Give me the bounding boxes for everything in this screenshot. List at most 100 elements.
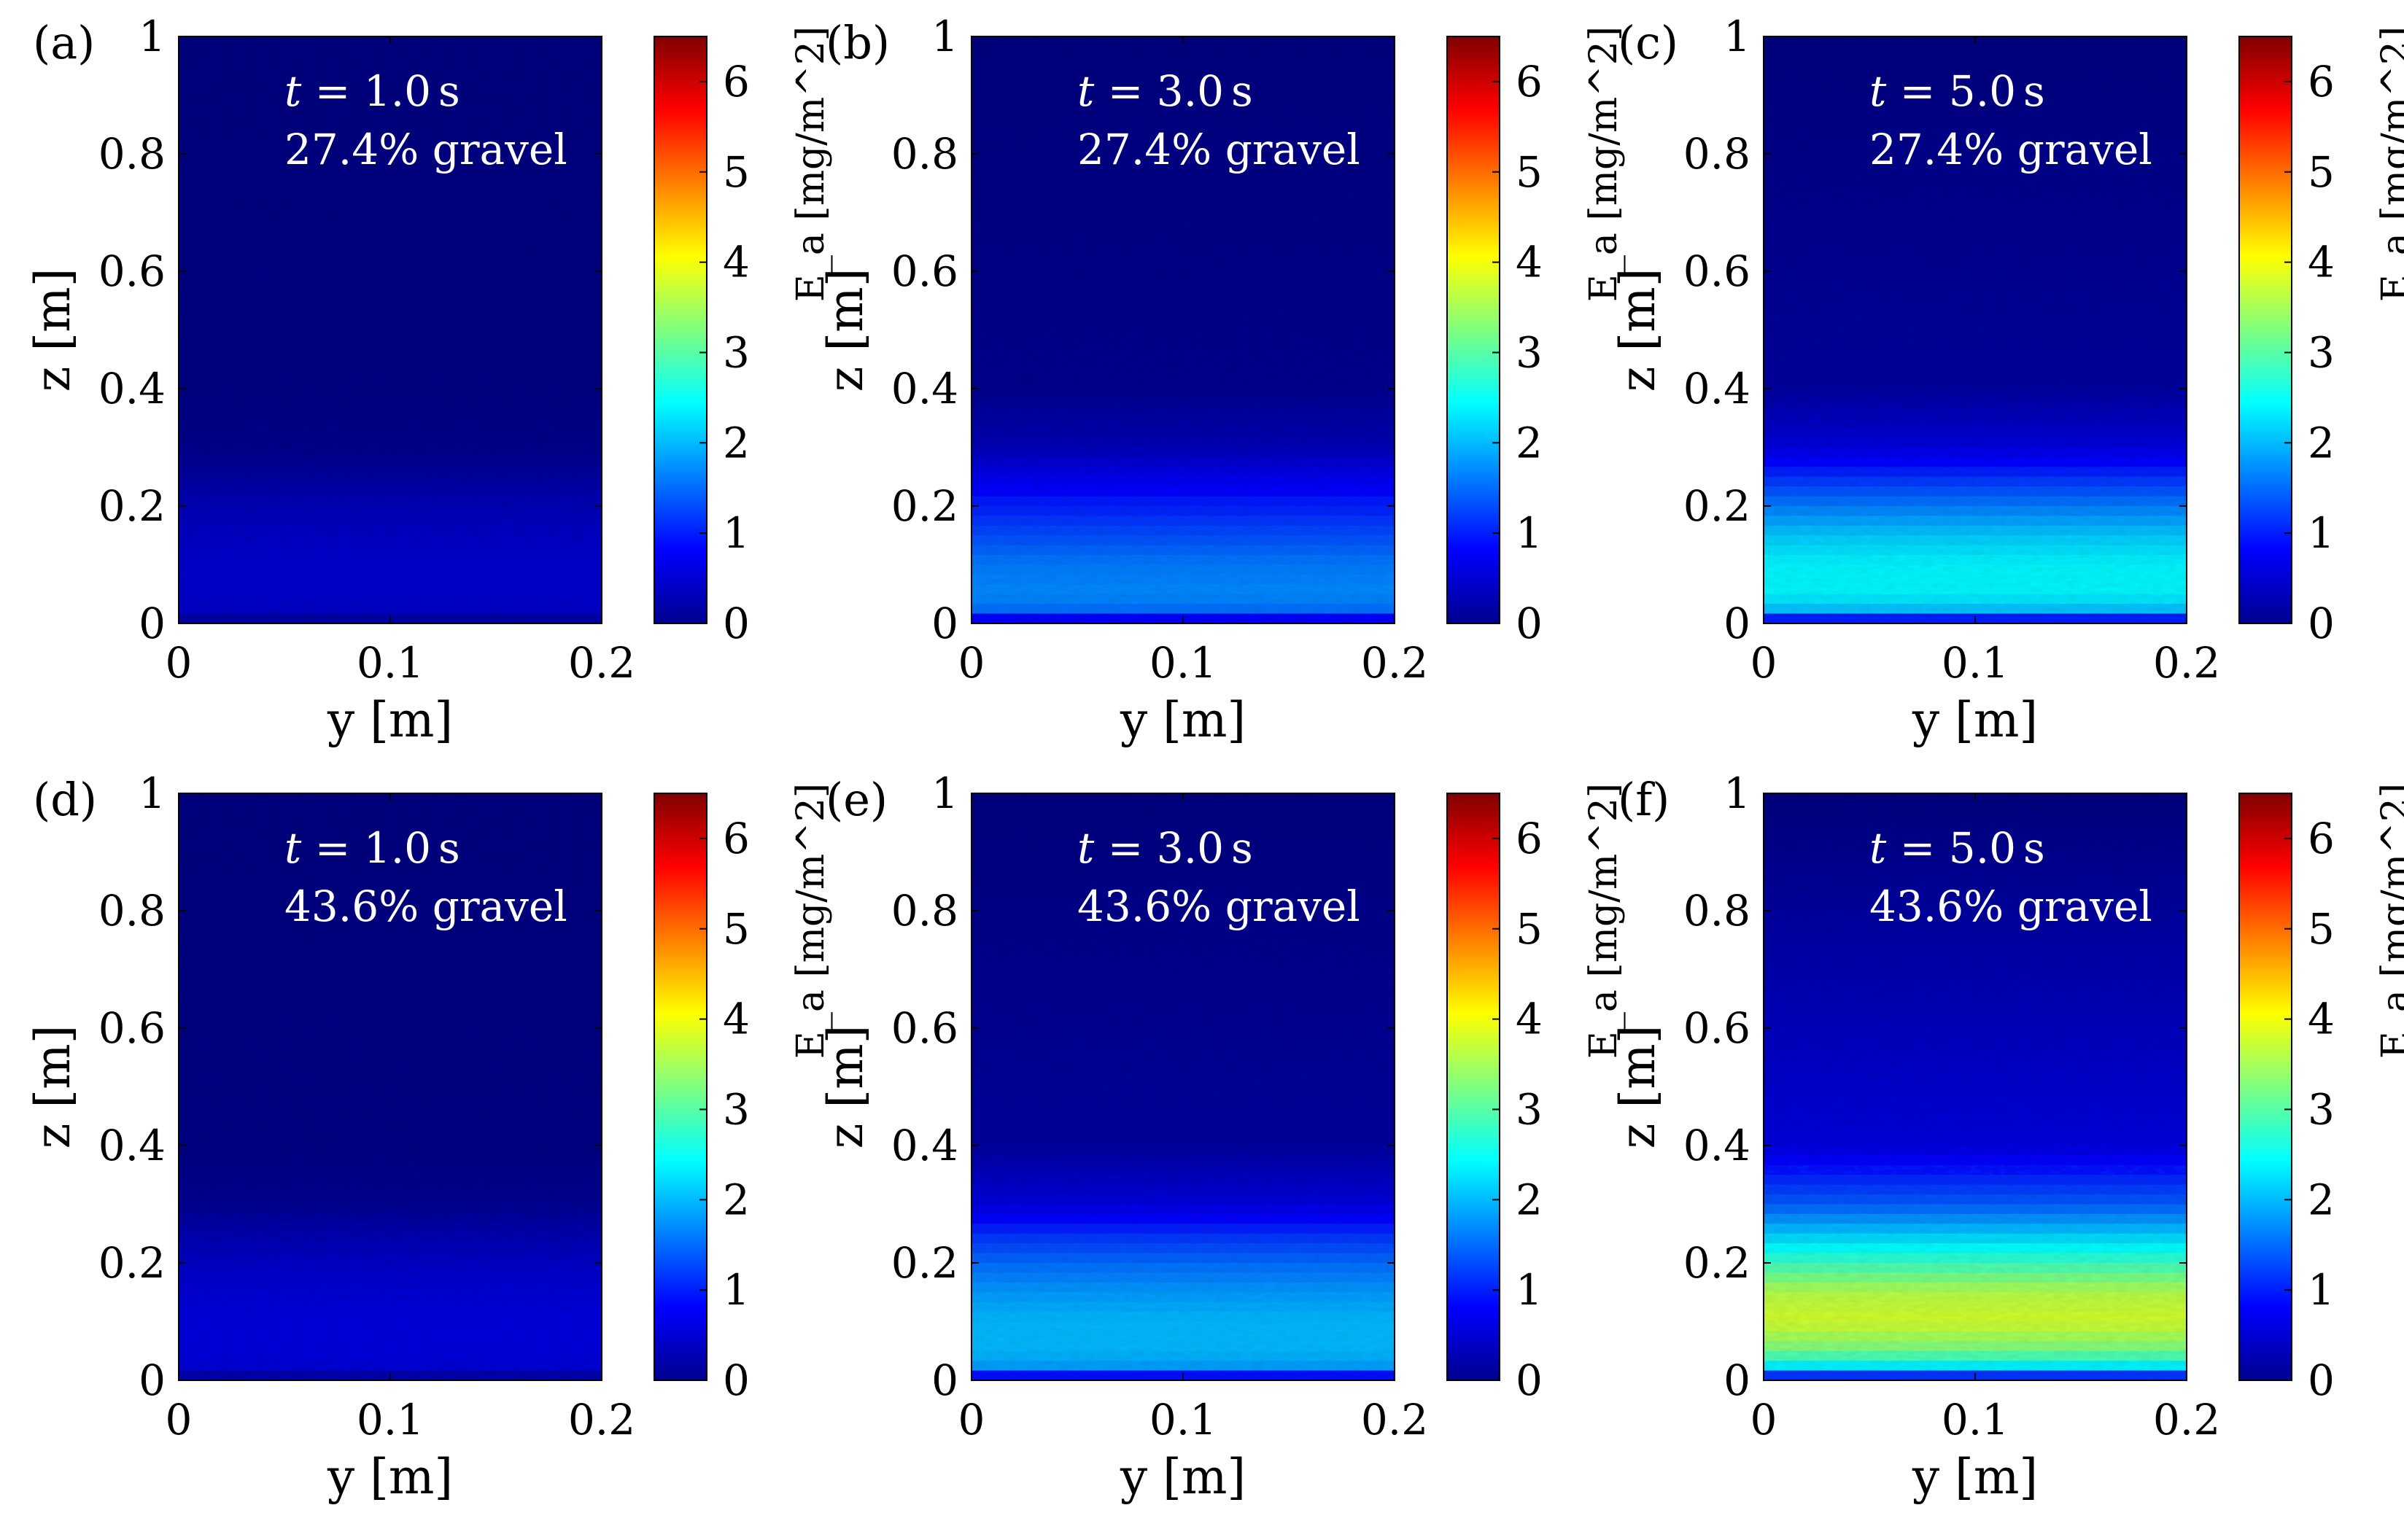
x-axis-label: y [m] [327, 1449, 453, 1505]
colorbar-label: E_a [mg/m^2] [1582, 783, 1626, 1059]
y-tick-label: 0 [139, 599, 166, 648]
heatmap-strip [972, 1175, 1395, 1186]
heatmap-strip [179, 339, 602, 351]
heatmap-strip [1764, 203, 2187, 214]
heatmap-strip [972, 378, 1395, 389]
panel-label: (e) [826, 773, 888, 826]
y-tick-label: 0.8 [98, 129, 166, 179]
heatmap-strip [179, 114, 602, 125]
colorbar-tick-label: 2 [723, 1175, 750, 1224]
panel-label: (c) [1618, 16, 1678, 69]
heatmap-strip [1764, 564, 2187, 575]
heatmap-strip [972, 1350, 1395, 1361]
heatmap-strip [1764, 427, 2187, 438]
y-tick-label: 0.6 [1683, 246, 1750, 296]
heatmap-strip [972, 339, 1395, 351]
heatmap-strip [1764, 232, 2187, 243]
colorbar-tick-label: 4 [723, 995, 750, 1044]
heatmap-strip [972, 134, 1395, 145]
heatmap-strip [1764, 290, 2187, 302]
colorbar-tick-label: 0 [2308, 1356, 2335, 1405]
heatmap-strip [972, 1213, 1395, 1225]
heatmap-strip [972, 1253, 1395, 1264]
heatmap-strip [972, 95, 1395, 106]
colorbar [654, 36, 707, 624]
time-annotation: t = 1.0 s [284, 823, 460, 873]
y-tick-label: 0.4 [1683, 364, 1750, 413]
heatmap-strip [179, 241, 602, 252]
heatmap-strip [972, 1057, 1395, 1068]
x-tick-label: 0.1 [357, 1395, 424, 1444]
x-tick-label: 0.2 [568, 1395, 635, 1444]
heatmap-strip [179, 85, 602, 96]
heatmap-strip [1764, 369, 2187, 380]
x-tick-label: 0.1 [1149, 1395, 1217, 1444]
heatmap-strip [972, 1126, 1395, 1137]
colorbar [654, 793, 707, 1381]
time-annotation: t = 1.0 s [284, 66, 460, 116]
heatmap-strip [179, 486, 602, 497]
y-tick-label: 0 [931, 1356, 958, 1405]
colorbar-tick-label: 1 [2308, 508, 2335, 558]
heatmap-strip [179, 124, 602, 135]
heatmap-strip [1764, 506, 2187, 517]
time-symbol: t [284, 823, 302, 873]
heatmap-strip [1764, 183, 2187, 194]
heatmap-strip [1764, 359, 2187, 370]
colorbar [2238, 793, 2292, 1381]
heatmap-strip [972, 1116, 1395, 1127]
colorbar-tick-label: 2 [2308, 1175, 2335, 1224]
colorbar [2238, 36, 2292, 624]
heatmap-strip [1764, 496, 2187, 507]
heatmap-strip [972, 871, 1395, 882]
heatmap-strip [972, 144, 1395, 155]
heatmap-strip [1764, 930, 2187, 941]
heatmap-strip [1764, 1038, 2187, 1049]
panel-label: (f) [1618, 773, 1670, 826]
heatmap-strip [179, 930, 602, 941]
heatmap-strip [972, 1146, 1395, 1156]
heatmap-strip [179, 378, 602, 389]
heatmap-strip [1764, 1253, 2187, 1264]
colorbar-tick-label: 0 [1516, 1356, 1543, 1405]
y-axis-label: z [m] [1610, 1025, 1666, 1149]
heatmap-strip [1764, 1146, 2187, 1156]
heatmap-strip [1764, 604, 2187, 615]
heatmap-strip [179, 1224, 602, 1234]
heatmap-strip [1764, 1164, 2187, 1176]
heatmap-strip [1764, 1302, 2187, 1312]
heatmap-strip [972, 1321, 1395, 1332]
heatmap-field [179, 36, 602, 624]
heatmap-strip [972, 930, 1395, 941]
y-tick-label: 0.8 [98, 886, 166, 936]
heatmap-strip [179, 1341, 602, 1352]
colorbar-tick-label: 1 [1516, 1265, 1543, 1315]
heatmap-strip [972, 46, 1395, 57]
panel-b: 0 0.2 0.4 0.6 0.8 1 0 0.1 0.2 y [m] z [m] (b) t = 3.… [818, 12, 1626, 748]
colorbar-tick-label: 5 [1516, 147, 1543, 197]
heatmap-strip [972, 456, 1395, 468]
panel-label: (d) [33, 773, 97, 826]
heatmap-strip [179, 1331, 602, 1342]
heatmap-strip [972, 1067, 1395, 1078]
heatmap-strip [179, 1272, 602, 1283]
heatmap-strip [1764, 134, 2187, 145]
heatmap-strip [1764, 901, 2187, 911]
heatmap-strip [179, 1126, 602, 1137]
heatmap-strip [179, 1155, 602, 1166]
heatmap-strip [1764, 574, 2187, 586]
time-value: 5.0 [1949, 66, 2016, 116]
heatmap-strip [179, 1135, 602, 1146]
y-tick-label: 0.6 [98, 1003, 166, 1053]
heatmap-strip [179, 438, 602, 448]
heatmap-strip [1764, 852, 2187, 863]
heatmap-strip [972, 1106, 1395, 1117]
heatmap-strip [1764, 1028, 2187, 1039]
y-tick-label: 1 [1723, 12, 1750, 61]
heatmap-strip [972, 842, 1395, 853]
heatmap-strip [179, 192, 602, 203]
heatmap-strip [972, 173, 1395, 184]
heatmap-strip [972, 1096, 1395, 1108]
heatmap-strip [1764, 75, 2187, 86]
